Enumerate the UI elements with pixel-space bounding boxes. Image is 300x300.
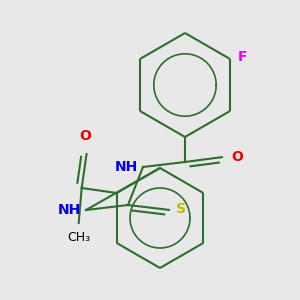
Text: NH: NH	[58, 203, 81, 217]
Text: O: O	[231, 150, 243, 164]
Text: CH₃: CH₃	[67, 231, 90, 244]
Text: F: F	[238, 50, 247, 64]
Text: NH: NH	[115, 160, 138, 174]
Text: O: O	[79, 129, 91, 143]
Text: S: S	[176, 202, 186, 216]
